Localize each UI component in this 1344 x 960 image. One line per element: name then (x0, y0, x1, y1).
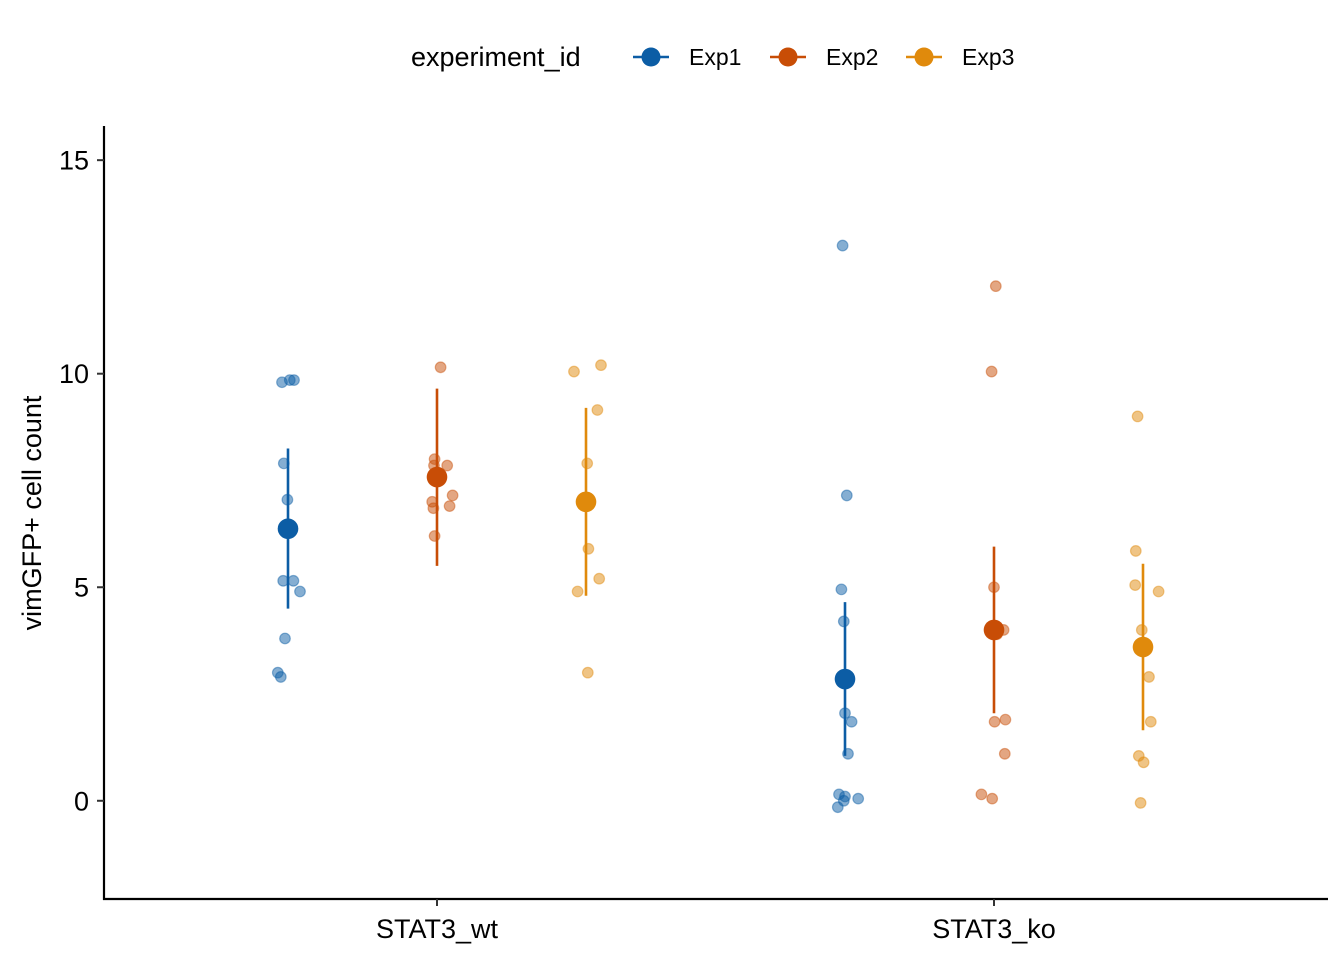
data-point-exp2 (986, 792, 999, 805)
data-point-exp1 (836, 239, 849, 252)
data-point-exp2 (428, 530, 441, 542)
y-tick-label: 5 (74, 573, 89, 603)
data-point-exp2 (441, 459, 454, 472)
data-point-exp3 (582, 542, 595, 555)
x-tick-label: STAT3_wt (376, 914, 499, 944)
data-point-exp3 (591, 404, 604, 416)
data-point-exp3 (1129, 579, 1142, 592)
data-point-exp2 (989, 280, 1002, 293)
legend: experiment_id Exp1 Exp2 Exp3 (411, 42, 1014, 72)
data-point-exp1 (274, 671, 287, 683)
data-point-exp2 (434, 361, 447, 374)
y-axis-title: vimGFP+ cell count (17, 395, 47, 630)
data-point-exp1 (840, 489, 853, 502)
data-point-exp3 (568, 365, 580, 378)
data-point-exp3 (1134, 797, 1147, 809)
data-point-exp3 (1129, 545, 1142, 557)
mean-point-exp3 (575, 491, 597, 513)
data-point-exp2 (446, 489, 459, 502)
legend-key-dot (914, 47, 934, 67)
data-point-exp3 (1152, 585, 1165, 598)
data-point-exp1 (279, 632, 291, 645)
data-point-exp1 (288, 374, 300, 387)
mean-point-exp3 (1132, 636, 1154, 658)
legend-label: Exp3 (962, 44, 1014, 70)
mean-point-exp1 (277, 518, 299, 540)
data-point-exp1 (852, 792, 865, 805)
data-point-exp2 (998, 747, 1011, 760)
legend-item-exp2[interactable]: Exp2 (770, 44, 878, 70)
y-axis: 0 5 10 15 vimGFP+ cell count (17, 126, 106, 900)
x-ticks: STAT3_wt STAT3_ko (376, 899, 1056, 944)
data-point-exp1 (831, 801, 844, 814)
data-point-exp2 (975, 788, 988, 801)
data-point-exp3 (593, 572, 606, 585)
data-point-exp3 (1137, 756, 1150, 769)
mean-point-exp2 (983, 619, 1005, 641)
legend-item-exp3[interactable]: Exp3 (906, 44, 1014, 70)
y-tick-label: 15 (59, 146, 89, 176)
data-point-exp2 (999, 713, 1012, 726)
mean-point-exp2 (426, 466, 448, 488)
data-point-exp1 (287, 574, 300, 587)
plot-summaries (277, 388, 1154, 756)
data-point-exp3 (571, 585, 584, 598)
data-point-exp3 (1131, 410, 1144, 423)
x-tick-label: STAT3_ko (932, 914, 1056, 944)
legend-label: Exp2 (826, 44, 878, 70)
mean-point-exp1 (834, 668, 856, 690)
data-point-exp2 (985, 365, 998, 378)
legend-key-dot (778, 47, 798, 67)
legend-item-exp1[interactable]: Exp1 (633, 44, 741, 70)
data-point-exp2 (988, 715, 1001, 728)
legend-label: Exp1 (689, 44, 741, 70)
plot-points (271, 239, 1165, 814)
legend-entries: Exp1 Exp2 Exp3 (633, 44, 1014, 70)
data-point-exp3 (1144, 715, 1157, 728)
data-point-exp1 (835, 583, 848, 596)
x-axis: STAT3_wt STAT3_ko (103, 897, 1328, 944)
data-point-exp2 (443, 500, 456, 512)
data-point-exp3 (1143, 671, 1155, 683)
legend-title: experiment_id (411, 42, 581, 72)
legend-key-dot (641, 47, 661, 67)
data-point-exp3 (581, 666, 594, 679)
data-point-exp3 (595, 359, 607, 372)
y-tick-label: 10 (59, 359, 89, 389)
data-point-exp1 (294, 585, 306, 598)
y-ticks: 0 5 10 15 (59, 146, 104, 816)
data-point-exp1 (845, 715, 858, 728)
y-tick-label: 0 (74, 786, 89, 816)
